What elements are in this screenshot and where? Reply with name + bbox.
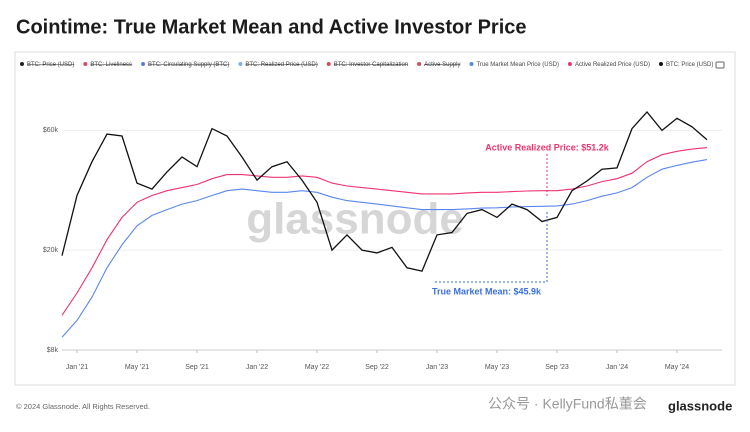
legend-label: BTC: Price (USD)	[27, 62, 74, 68]
legend-marker	[326, 62, 331, 66]
x-tick-label: Sep '23	[545, 364, 569, 371]
brand: glassnode	[668, 398, 732, 413]
x-tick-label: May '21	[125, 364, 149, 371]
legend-label: BTC: Investor Capitalization	[334, 62, 408, 68]
legend-label: BTC: Realized Price (USD)	[245, 62, 317, 68]
x-tick-label: Jan '24	[606, 364, 628, 371]
legend-label: BTC: Price (USD)	[666, 62, 713, 68]
legend-label: BTC: Liveliness	[90, 62, 132, 68]
footer: © 2024 Glassnode. All Rights Reserved.	[16, 402, 150, 411]
legend-marker	[567, 62, 572, 66]
legend-label: Active Realized Price (USD)	[575, 62, 650, 68]
x-tick-label: Sep '21	[185, 364, 209, 371]
legend-marker	[417, 62, 422, 66]
legend-marker	[83, 62, 88, 66]
watermark: glassnode	[246, 195, 464, 244]
series-line	[61, 147, 708, 316]
y-tick-label: $20k	[43, 247, 59, 254]
series-line	[61, 111, 708, 272]
legend-marker	[469, 62, 474, 66]
x-tick-label: Jan '23	[426, 364, 448, 371]
legend-label: BTC: Circulating Supply (BTC)	[148, 62, 229, 68]
camera-icon[interactable]	[715, 61, 725, 69]
x-tick-label: May '22	[305, 364, 329, 371]
legend-marker	[658, 62, 663, 66]
x-tick-label: Jan '21	[66, 364, 88, 371]
legend-marker	[20, 62, 24, 66]
x-tick-label: Sep '22	[365, 364, 389, 371]
x-tick-label: May '24	[665, 364, 689, 371]
annotation: True Market Mean: $45.9k	[432, 286, 542, 296]
wechat-watermark: 公众号 · KellyFund私董会	[488, 396, 647, 412]
legend-label: True Market Mean Price (USD)	[476, 62, 558, 68]
x-tick-label: May '23	[485, 364, 509, 371]
legend-marker	[238, 62, 243, 66]
chart-title: Cointime: True Market Mean and Active In…	[16, 16, 527, 38]
annotation: Active Realized Price: $51.2k	[485, 142, 610, 152]
y-tick-label: $60k	[43, 127, 59, 134]
y-tick-label: $8k	[47, 347, 59, 354]
legend-marker	[141, 62, 146, 66]
legend-label: Active Supply	[424, 62, 460, 68]
x-tick-label: Jan '22	[246, 364, 268, 371]
chart-frame	[14, 51, 736, 386]
series-line	[61, 159, 708, 338]
